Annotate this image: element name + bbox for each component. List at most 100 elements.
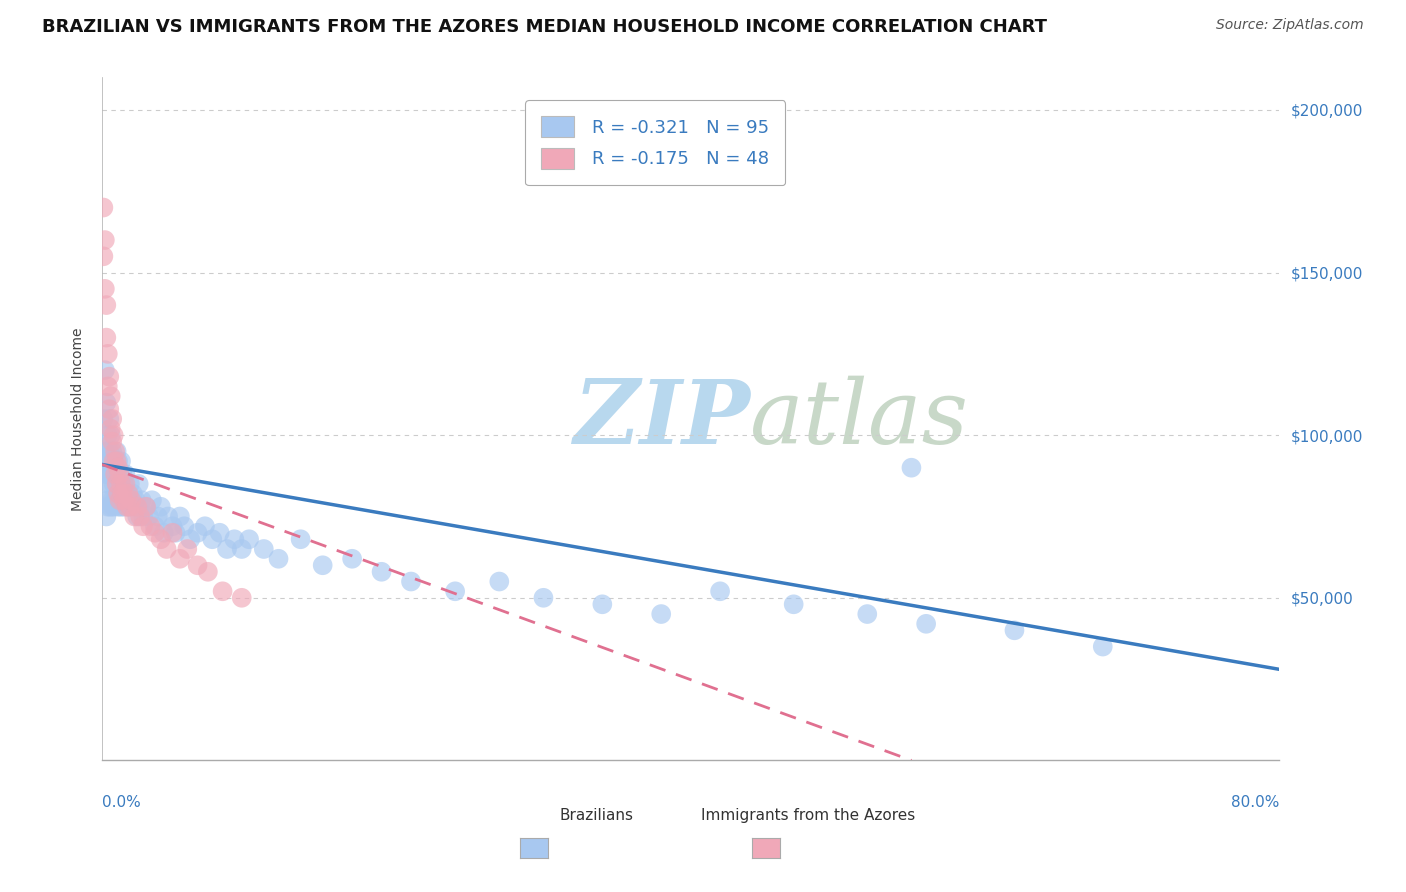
- Point: [488, 574, 510, 589]
- Point: [108, 467, 131, 482]
- Point: [104, 493, 127, 508]
- Point: [101, 434, 124, 449]
- Point: [709, 584, 731, 599]
- Point: [97, 347, 120, 361]
- Point: [157, 509, 180, 524]
- Point: [238, 533, 260, 547]
- Point: [162, 519, 184, 533]
- Point: [98, 412, 121, 426]
- Point: [128, 477, 150, 491]
- Point: [194, 519, 217, 533]
- Point: [591, 597, 613, 611]
- Point: [208, 525, 231, 540]
- Point: [135, 500, 157, 514]
- Point: [118, 500, 141, 514]
- Point: [127, 500, 149, 514]
- Point: [253, 541, 276, 556]
- Text: BRAZILIAN VS IMMIGRANTS FROM THE AZORES MEDIAN HOUSEHOLD INCOME CORRELATION CHAR: BRAZILIAN VS IMMIGRANTS FROM THE AZORES …: [42, 18, 1047, 36]
- Point: [312, 558, 335, 573]
- Point: [105, 477, 128, 491]
- Point: [105, 454, 128, 468]
- Point: [156, 541, 179, 556]
- Point: [112, 477, 135, 491]
- Point: [94, 363, 117, 377]
- Point: [129, 500, 152, 514]
- Point: [165, 525, 187, 540]
- Point: [107, 500, 129, 514]
- Point: [179, 533, 201, 547]
- Point: [93, 201, 115, 215]
- Point: [231, 541, 253, 556]
- Point: [444, 584, 467, 599]
- Text: atlas: atlas: [749, 376, 969, 462]
- Point: [132, 519, 155, 533]
- Point: [111, 486, 134, 500]
- Point: [129, 509, 152, 524]
- Point: [96, 395, 118, 409]
- Point: [131, 493, 153, 508]
- Point: [93, 249, 115, 263]
- Point: [93, 412, 115, 426]
- Point: [98, 369, 121, 384]
- Point: [104, 444, 127, 458]
- Point: [169, 551, 191, 566]
- Point: [143, 525, 166, 540]
- Point: [96, 509, 118, 524]
- Point: [105, 493, 128, 508]
- Point: [169, 509, 191, 524]
- Point: [211, 584, 233, 599]
- Point: [124, 500, 146, 514]
- Point: [110, 477, 132, 491]
- Point: [149, 533, 172, 547]
- Text: ZIP: ZIP: [574, 376, 749, 462]
- Point: [100, 389, 122, 403]
- Point: [107, 486, 129, 500]
- Point: [110, 500, 132, 514]
- Point: [900, 460, 922, 475]
- Point: [98, 402, 121, 417]
- Point: [114, 477, 136, 491]
- Point: [120, 493, 142, 508]
- Point: [370, 565, 392, 579]
- Point: [915, 616, 938, 631]
- Point: [103, 454, 125, 468]
- Point: [97, 428, 120, 442]
- Point: [94, 233, 117, 247]
- Point: [108, 467, 131, 482]
- Point: [98, 467, 121, 482]
- Point: [267, 551, 290, 566]
- Point: [97, 500, 120, 514]
- Text: Immigrants from the Azores: Immigrants from the Azores: [702, 808, 915, 823]
- Point: [117, 486, 139, 500]
- Point: [127, 509, 149, 524]
- Text: Source: ZipAtlas.com: Source: ZipAtlas.com: [1216, 18, 1364, 32]
- Point: [120, 493, 142, 508]
- Point: [105, 444, 128, 458]
- Point: [100, 500, 122, 514]
- Point: [97, 454, 120, 468]
- Point: [141, 493, 163, 508]
- Point: [98, 444, 121, 458]
- Point: [107, 460, 129, 475]
- Point: [103, 477, 125, 491]
- Point: [101, 412, 124, 426]
- Point: [224, 533, 246, 547]
- Point: [138, 509, 160, 524]
- Point: [100, 428, 122, 442]
- Point: [100, 477, 122, 491]
- Point: [149, 500, 172, 514]
- Point: [121, 486, 143, 500]
- Point: [152, 525, 174, 540]
- Point: [782, 597, 804, 611]
- Point: [96, 330, 118, 344]
- Point: [533, 591, 555, 605]
- Point: [290, 533, 312, 547]
- Point: [1004, 624, 1026, 638]
- Point: [103, 454, 125, 468]
- Point: [187, 525, 209, 540]
- Point: [104, 460, 127, 475]
- Point: [108, 493, 131, 508]
- Point: [115, 486, 138, 500]
- Point: [143, 519, 166, 533]
- Point: [93, 460, 115, 475]
